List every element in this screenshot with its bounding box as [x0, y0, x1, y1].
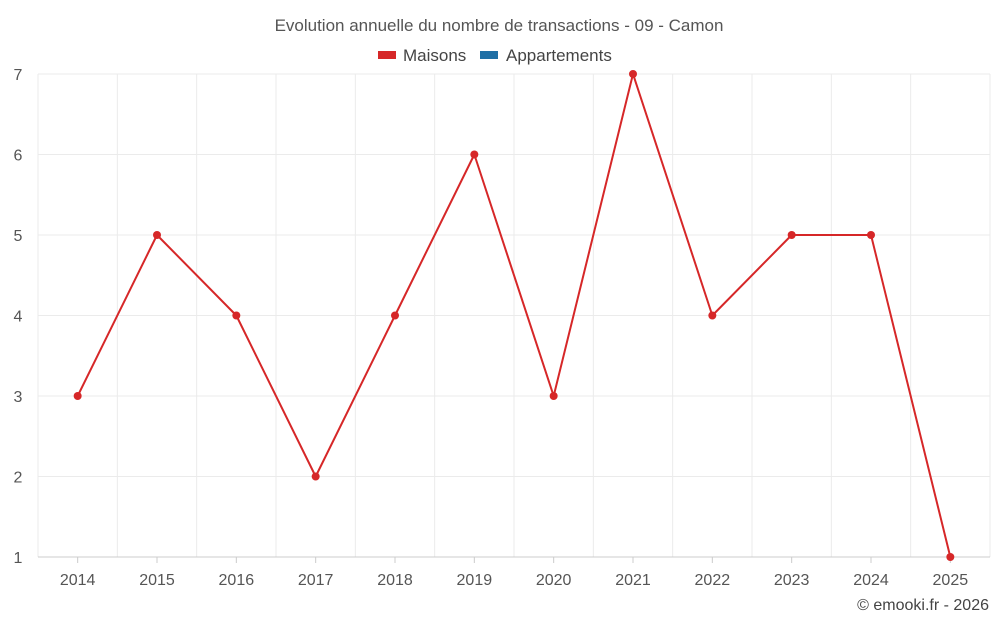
data-point[interactable] — [73, 392, 82, 400]
data-point[interactable] — [946, 553, 955, 561]
legend: Maisons Appartements — [378, 46, 612, 65]
data-point[interactable] — [549, 392, 558, 400]
x-tick-label: 2016 — [219, 572, 255, 589]
x-tick-label: 2020 — [536, 572, 572, 589]
chart-title: Evolution annuelle du nombre de transact… — [275, 16, 724, 35]
x-tick-label: 2019 — [457, 572, 493, 589]
y-tick-label: 3 — [14, 389, 23, 406]
x-tick-label: 2022 — [695, 572, 731, 589]
x-tick-label: 2017 — [298, 572, 334, 589]
legend-label-maisons[interactable]: Maisons — [403, 46, 466, 65]
x-tick-label: 2023 — [774, 572, 810, 589]
x-tick-label: 2014 — [60, 572, 96, 589]
x-tick-label: 2025 — [933, 572, 969, 589]
data-point[interactable] — [153, 231, 161, 239]
y-tick-label: 2 — [14, 470, 23, 487]
data-point[interactable] — [391, 311, 399, 320]
data-point[interactable] — [232, 311, 241, 320]
data-point[interactable] — [311, 472, 320, 481]
legend-swatch-appartements — [480, 51, 498, 59]
data-point[interactable] — [708, 311, 717, 320]
x-tick-label: 2015 — [139, 572, 175, 589]
y-tick-label: 1 — [14, 550, 23, 567]
credit-text: © emooki.fr - 2026 — [857, 597, 989, 614]
x-tick-label: 2021 — [615, 572, 651, 589]
grid — [37, 73, 991, 558]
data-point[interactable] — [629, 70, 637, 78]
series-maisons — [73, 70, 955, 561]
data-point[interactable] — [867, 231, 875, 239]
y-tick-label: 7 — [14, 67, 23, 84]
y-tick-label: 4 — [14, 309, 23, 326]
data-point[interactable] — [787, 231, 796, 239]
legend-swatch-maisons — [378, 51, 396, 59]
axes: 1 2 3 4 5 6 7 2014 2015 2016 2017 2018 2019 2020 2021 2… — [14, 67, 990, 589]
x-tick-label: 2024 — [853, 572, 889, 589]
legend-label-appartements[interactable]: Appartements — [506, 46, 612, 65]
series-line — [76, 73, 952, 558]
data-point[interactable] — [470, 150, 479, 159]
y-tick-label: 5 — [14, 228, 23, 245]
x-tick-label: 2018 — [377, 572, 413, 589]
y-tick-label: 6 — [14, 148, 23, 165]
